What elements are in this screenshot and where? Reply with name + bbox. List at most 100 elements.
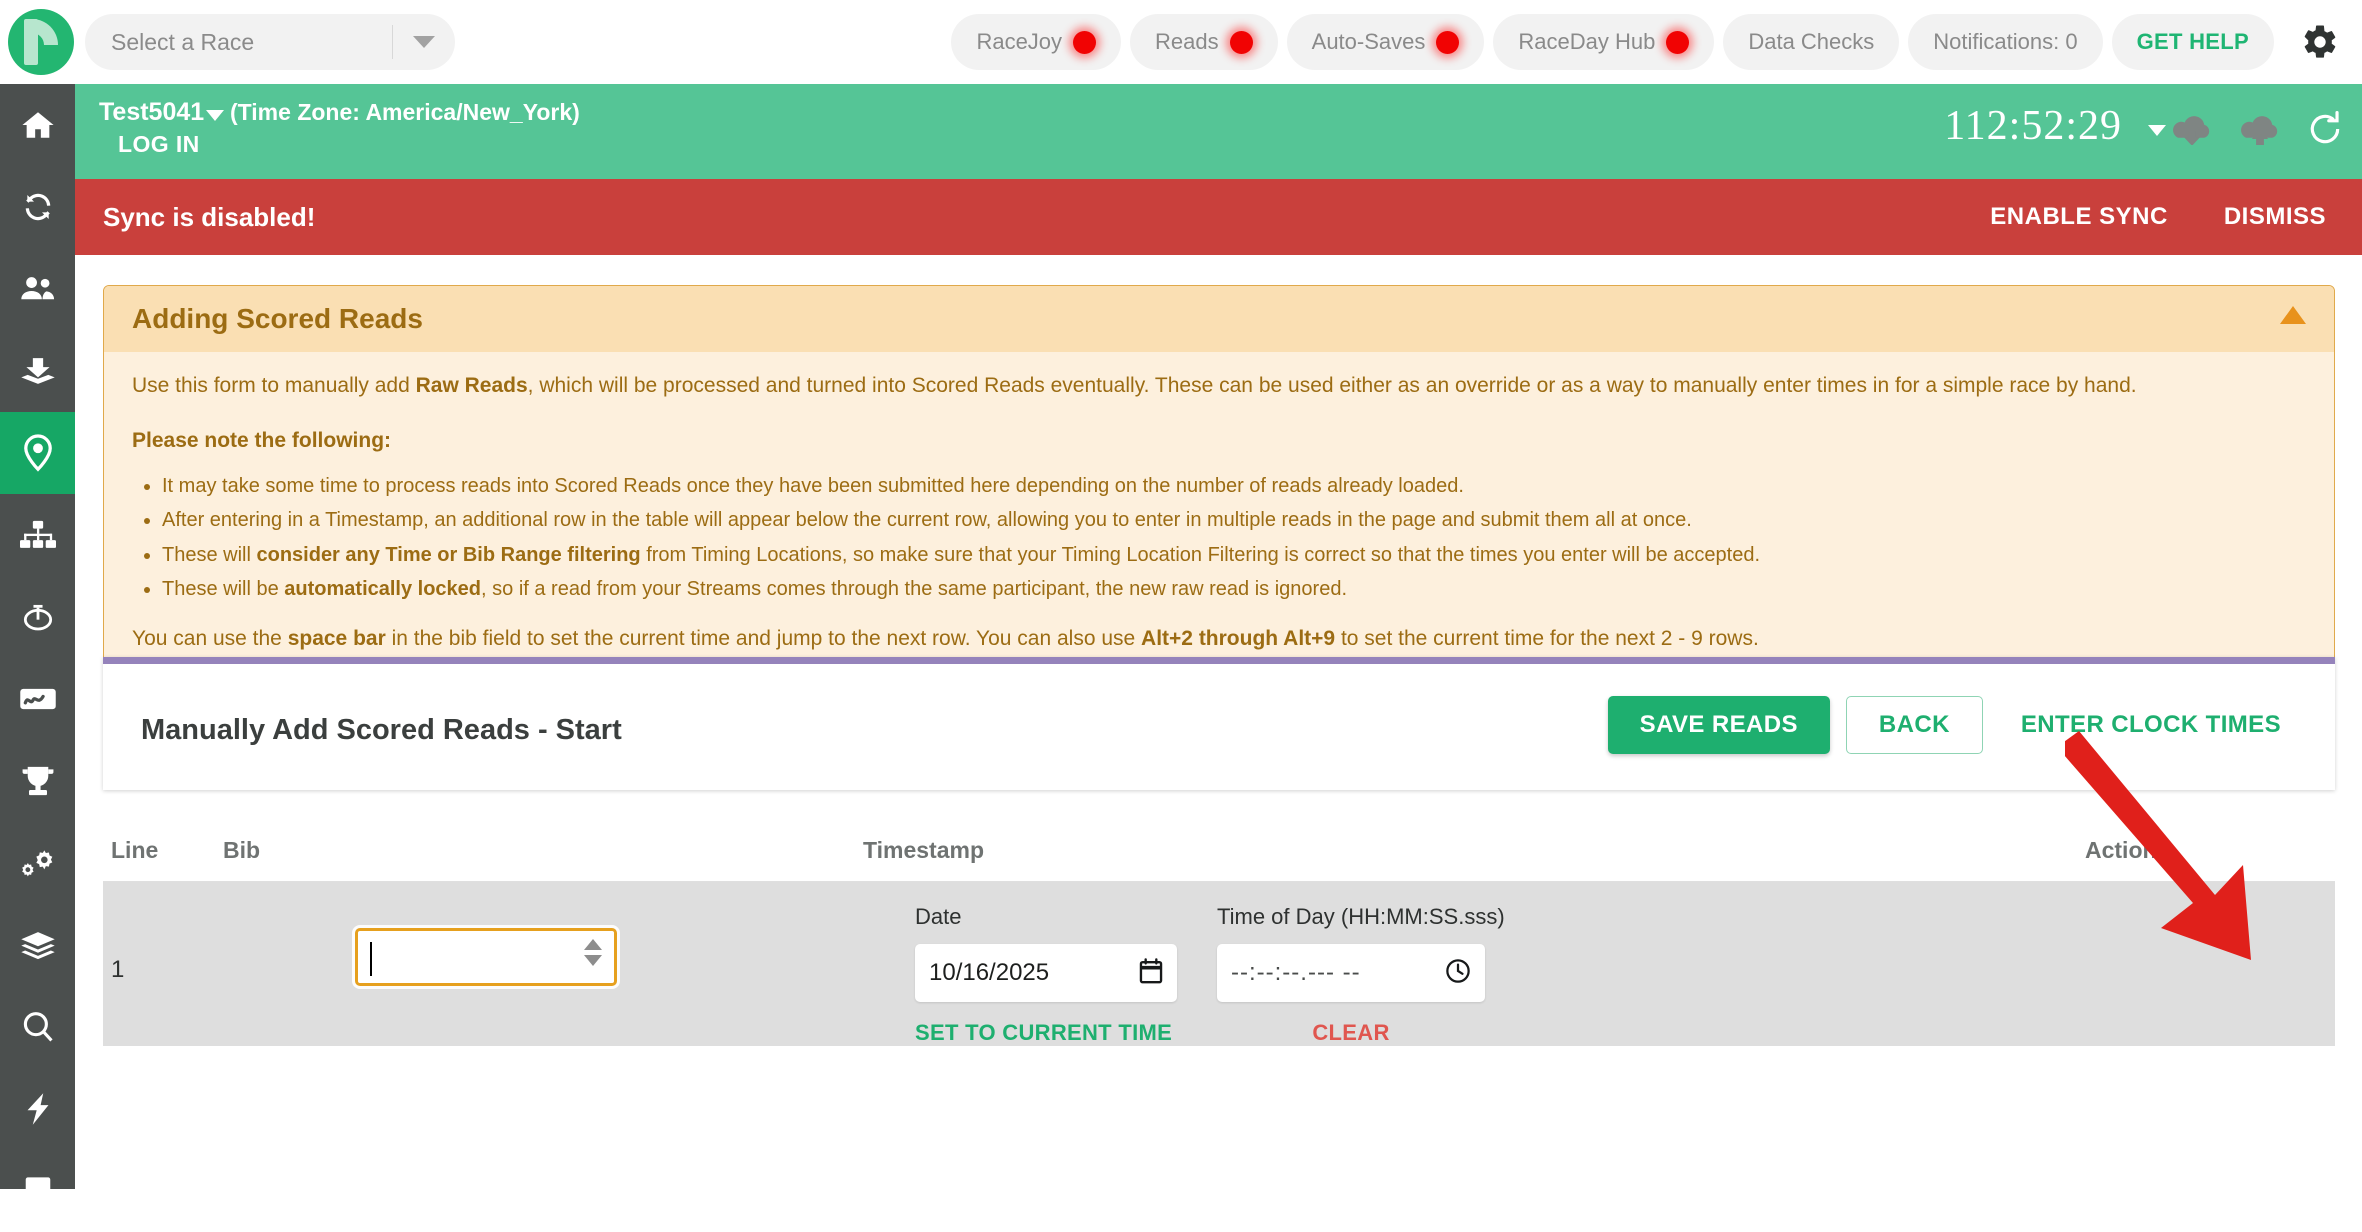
gears-icon: [21, 850, 52, 877]
sidebar-item-brackets[interactable]: [0, 494, 75, 576]
trophy-icon: [22, 766, 53, 796]
clock-icon[interactable]: [1445, 958, 1471, 989]
bolt-icon: [27, 1093, 48, 1125]
logo-glyph-icon: [24, 19, 58, 65]
time-of-day-value: --:--:--.--- --: [1231, 959, 1361, 986]
nav-pill-racejoy[interactable]: RaceJoy: [951, 14, 1122, 70]
sidebar-item-home[interactable]: [0, 84, 75, 166]
sidebar-item-devices[interactable]: [0, 1150, 75, 1232]
reads-table: Line Bib Timestamp Actions 1 Date: [103, 820, 2335, 1046]
race-header-bar: Test5041 (Time Zone: America/New_York) L…: [75, 84, 2362, 179]
import-icon: [20, 358, 55, 384]
sidebar-item-timing[interactable]: [0, 576, 75, 658]
status-dot-icon: [1229, 30, 1253, 54]
save-reads-button[interactable]: SAVE READS: [1607, 696, 1830, 754]
enable-sync-button[interactable]: ENABLE SYNC: [1990, 203, 2168, 230]
time-of-day-input[interactable]: --:--:--.--- --: [1217, 944, 1485, 1002]
calendar-icon[interactable]: [1139, 957, 1163, 989]
text-cursor: [370, 942, 372, 976]
number-stepper[interactable]: [584, 939, 602, 966]
status-dot-icon: [1666, 30, 1690, 54]
set-to-current-time-button[interactable]: SET TO CURRENT TIME: [915, 1020, 1173, 1045]
sync-icon: [25, 193, 50, 221]
triangle-up-icon[interactable]: [2280, 306, 2306, 324]
nav-pill-label: Auto-Saves: [1311, 29, 1426, 54]
back-button[interactable]: BACK: [1845, 696, 1983, 754]
list-item: These will consider any Time or Bib Rang…: [162, 538, 2306, 572]
nav-pill-raceday-hub[interactable]: RaceDay Hub: [1493, 14, 1715, 70]
sidebar-item-sync[interactable]: [0, 166, 75, 248]
card-action-group: SAVE READS BACK ENTER CLOCK TIMES: [1607, 696, 2303, 754]
chart-icon: [19, 688, 56, 710]
race-name[interactable]: Test5041: [99, 98, 205, 126]
alert-title: Adding Scored Reads: [132, 303, 423, 334]
nav-pill-label: RaceJoy: [976, 29, 1063, 54]
row-bib-cell: [223, 904, 863, 986]
refresh-icon[interactable]: [2306, 110, 2344, 153]
column-header-actions: Actions: [2085, 837, 2170, 863]
timezone-label: (Time Zone: America/New_York): [230, 99, 580, 125]
cloud-download-icon[interactable]: [2170, 113, 2214, 150]
date-input[interactable]: 10/16/2025: [915, 944, 1177, 1002]
race-select-placeholder: Select a Race: [111, 28, 255, 55]
sitemap-icon: [19, 520, 56, 548]
chevron-down-icon[interactable]: [393, 36, 455, 48]
sidebar-item-search[interactable]: [0, 986, 75, 1068]
row-line-number: 1: [111, 956, 125, 983]
table-header-row: Line Bib Timestamp Actions: [103, 820, 2335, 882]
raceday-logo[interactable]: [8, 9, 74, 75]
device-icon: [25, 1177, 50, 1197]
list-item: These will be automatically locked, so i…: [162, 572, 2306, 606]
chevron-down-icon[interactable]: [206, 110, 224, 121]
stepper-down-icon[interactable]: [584, 955, 602, 966]
stopwatch-icon: [23, 604, 52, 631]
main-content: Adding Scored Reads Use this form to man…: [75, 255, 2362, 1189]
list-item: After entering in a Timestamp, an additi…: [162, 503, 2306, 537]
nav-pill-auto-saves[interactable]: Auto-Saves: [1286, 14, 1485, 70]
time-of-day-field-group: Time of Day (HH:MM:SS.sss) --:--:--.--- …: [1217, 904, 1527, 1046]
sidebar-item-timing-locations[interactable]: [0, 412, 75, 494]
sync-banner-actions: ENABLE SYNC DISMISS: [1990, 203, 2326, 231]
sidebar-item-settings[interactable]: [0, 822, 75, 904]
bib-input[interactable]: [355, 928, 617, 986]
alert-intro-post: , which will be processed and turned int…: [527, 374, 2137, 397]
enter-clock-times-button[interactable]: ENTER CLOCK TIMES: [1999, 696, 2303, 754]
sidebar-item-layers[interactable]: [0, 904, 75, 986]
column-header-timestamp: Timestamp: [863, 837, 985, 863]
sidebar-item-streams[interactable]: [0, 1068, 75, 1150]
left-sidebar: [0, 84, 75, 1197]
sidebar-item-import[interactable]: [0, 330, 75, 412]
nav-pill-label: Notifications: 0: [1933, 29, 2078, 54]
dismiss-button[interactable]: DISMISS: [2223, 203, 2326, 230]
sidebar-item-results[interactable]: [0, 740, 75, 822]
location-pin-icon: [23, 434, 52, 472]
sidebar-item-participants[interactable]: [0, 248, 75, 330]
page-title: Manually Add Scored Reads - Start: [141, 714, 622, 746]
users-icon: [20, 277, 54, 300]
alert-body: Use this form to manually add Raw Reads,…: [104, 352, 2334, 675]
nav-pill-reads[interactable]: Reads: [1130, 14, 1278, 70]
nav-pill-label: RaceDay Hub: [1518, 29, 1656, 54]
stepper-up-icon[interactable]: [584, 939, 602, 950]
gear-icon[interactable]: [2292, 14, 2348, 70]
status-dot-icon: [1073, 30, 1097, 54]
race-clock: 112:52:29: [1944, 103, 2122, 149]
alert-intro-bold: Raw Reads: [415, 374, 528, 397]
alert-footer: You can use the space bar in the bib fie…: [132, 626, 1759, 650]
clear-button[interactable]: CLEAR: [1312, 1020, 1390, 1045]
nav-pill-data-checks[interactable]: Data Checks: [1723, 14, 1900, 70]
status-dot-icon: [1436, 30, 1460, 54]
get-help-button[interactable]: GET HELP: [2111, 14, 2274, 70]
alert-bullet-list: It may take some time to process reads i…: [162, 469, 2306, 607]
top-bar: Select a Race RaceJoy Reads Auto-Saves R…: [0, 0, 2362, 84]
header-icon-group: [2170, 110, 2344, 153]
clock-chevron-down-icon[interactable]: [2148, 125, 2166, 136]
cloud-upload-icon[interactable]: [2238, 113, 2282, 150]
race-select-dropdown[interactable]: Select a Race: [85, 14, 455, 70]
nav-pill-notifications[interactable]: Notifications: 0: [1908, 14, 2103, 70]
sidebar-item-reports[interactable]: [0, 658, 75, 740]
log-in-button[interactable]: LOG IN: [118, 131, 200, 157]
alert-intro-pre: Use this form to manually add: [132, 374, 416, 397]
column-header-line: Line: [111, 837, 159, 863]
layers-icon: [20, 932, 55, 960]
